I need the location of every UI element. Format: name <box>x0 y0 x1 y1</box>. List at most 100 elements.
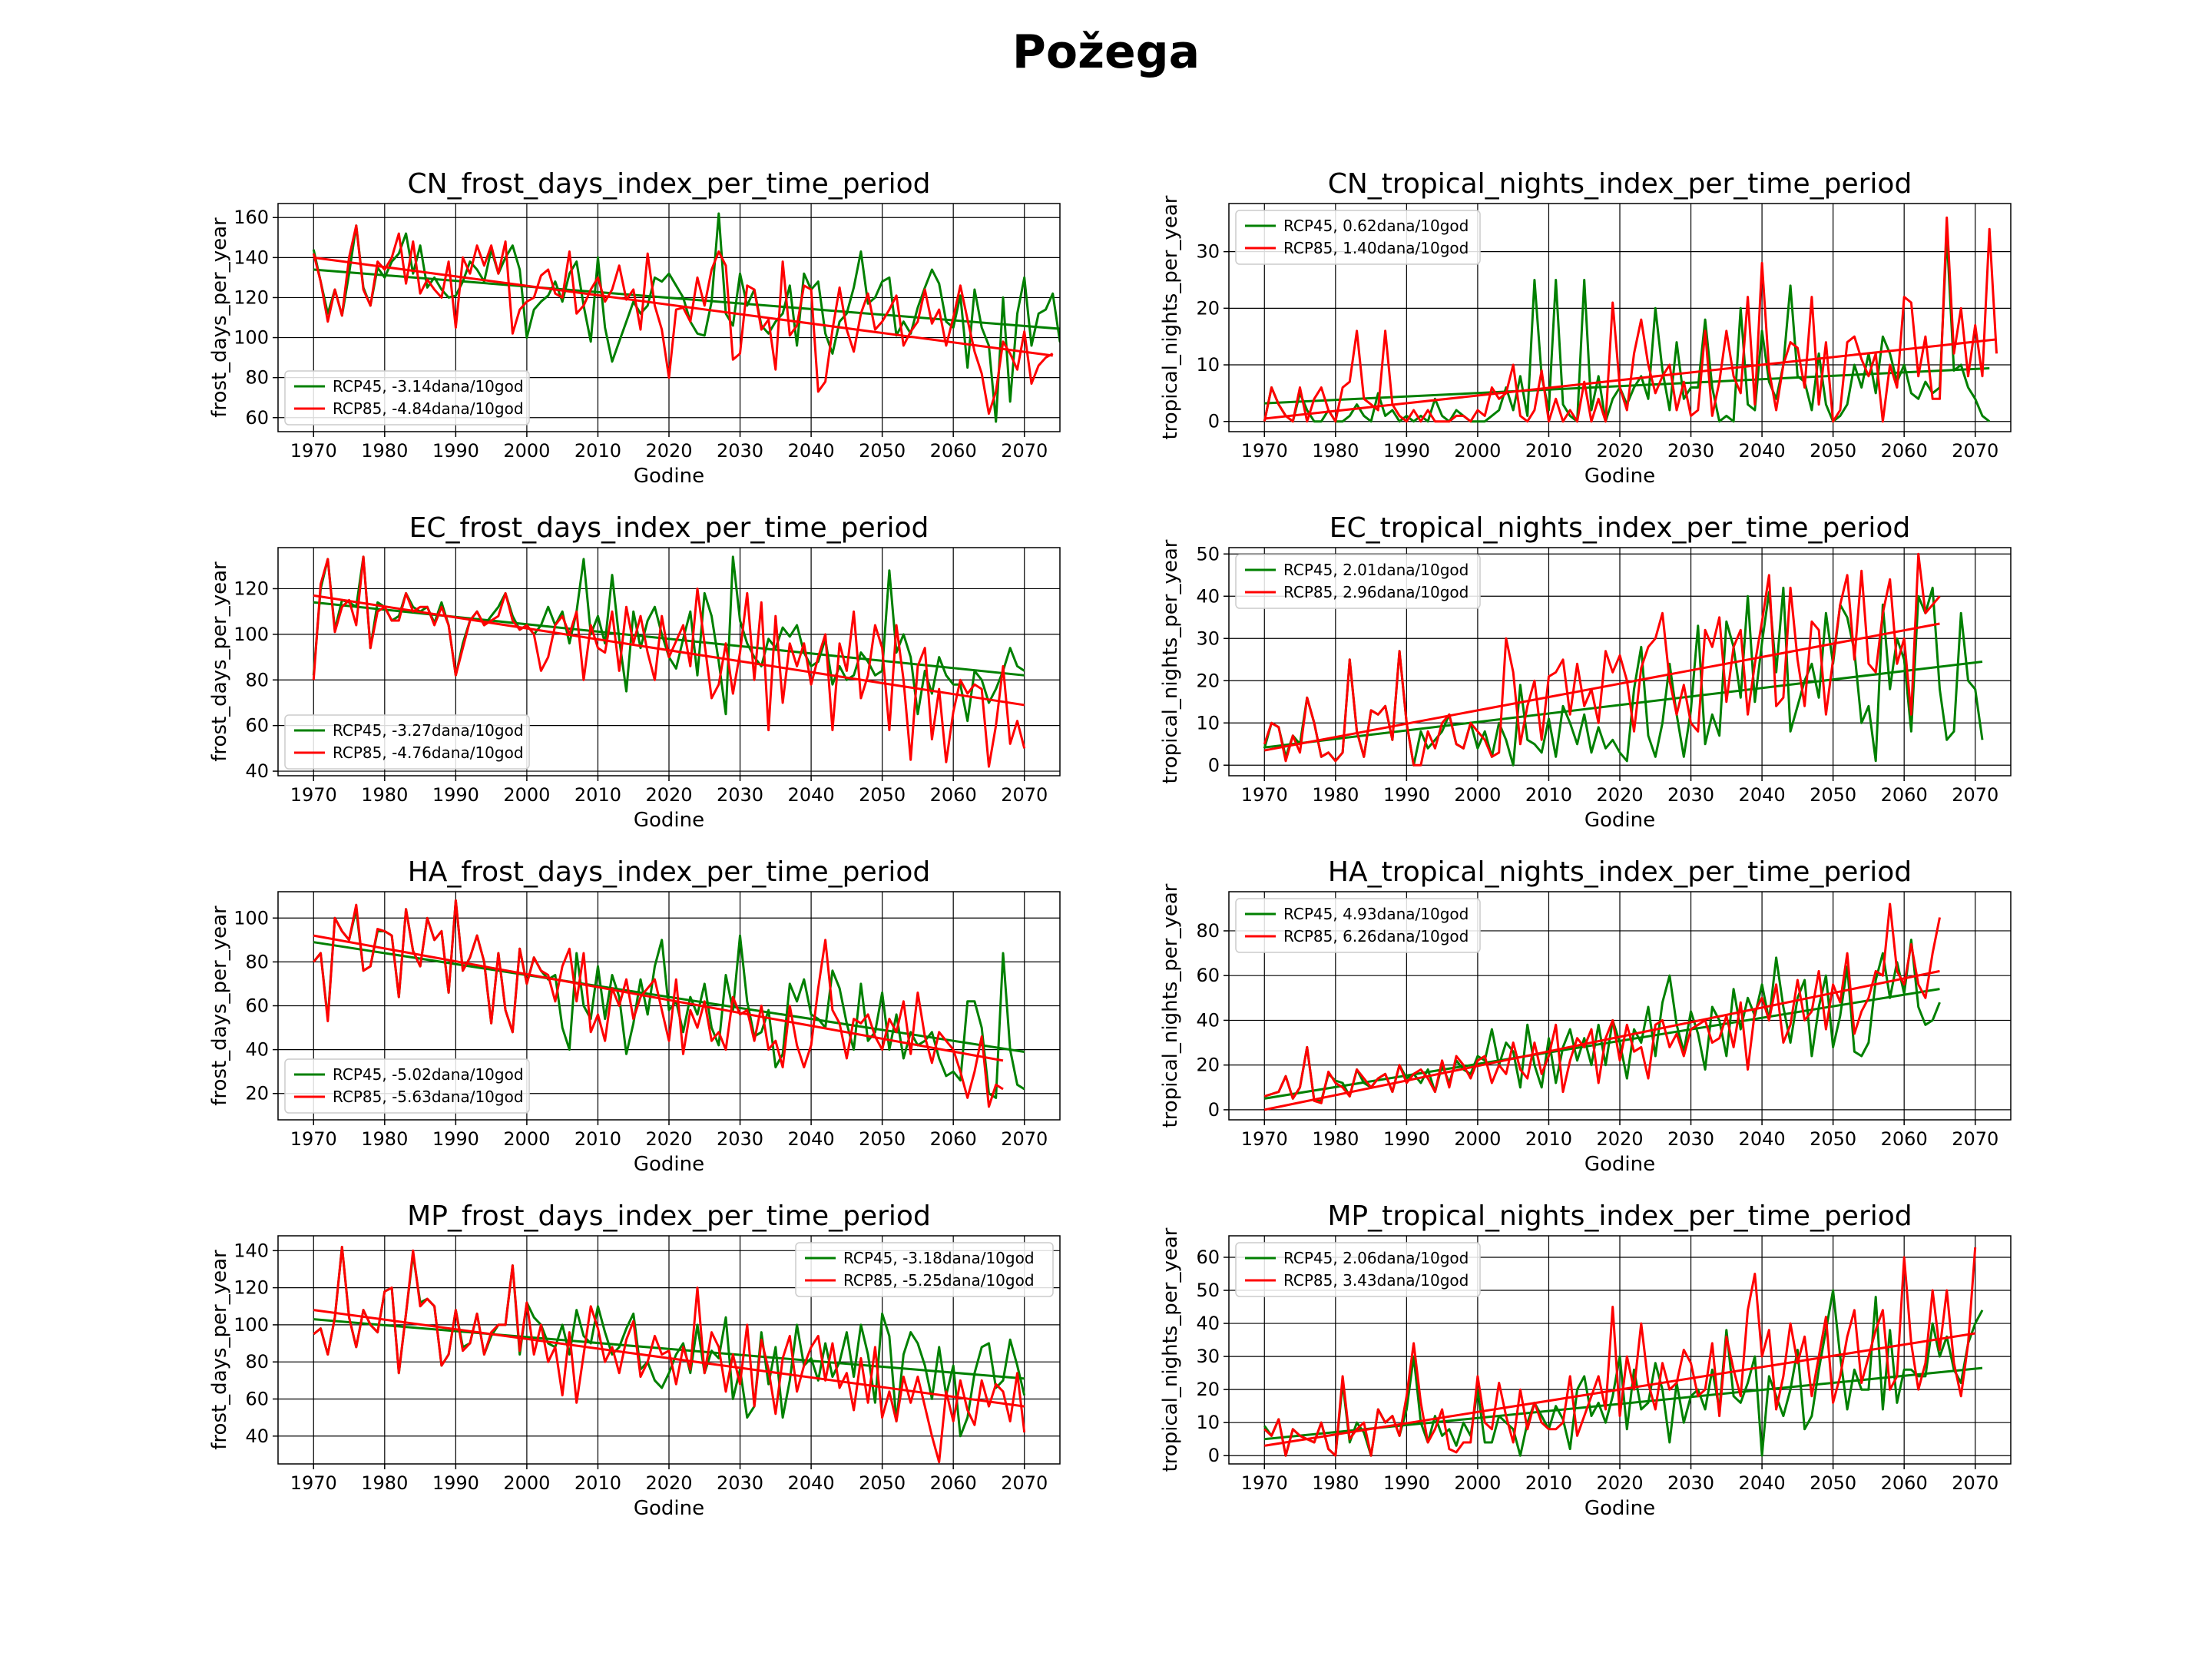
x-tick-label: 2050 <box>1810 784 1856 806</box>
x-tick-label: 1980 <box>1312 1472 1359 1494</box>
y-tick-label: 40 <box>245 1039 269 1061</box>
x-tick-label: 1980 <box>1312 1128 1359 1150</box>
x-tick-label: 2060 <box>930 1472 977 1494</box>
chart-panel: HA_frost_days_index_per_time_period20406… <box>208 856 1061 1176</box>
x-tick-label: 2070 <box>1952 784 1998 806</box>
plot-frame <box>1228 1235 2012 1465</box>
x-tick-label: 2040 <box>788 440 835 462</box>
x-tick-label: 2000 <box>1454 1472 1501 1494</box>
x-tick-label: 2010 <box>575 784 621 806</box>
x-tick-label: 2050 <box>1810 1128 1856 1150</box>
x-tick-label: 2000 <box>503 784 550 806</box>
x-tick-label: 2060 <box>1881 1128 1928 1150</box>
legend-box <box>795 1242 1054 1297</box>
x-axis-label: Godine <box>1584 465 1655 488</box>
chart-title: HA_frost_days_index_per_time_period <box>408 856 931 888</box>
x-tick-label: 1970 <box>290 784 337 806</box>
trend-line <box>1264 338 1997 420</box>
legend-label: RCP85, -4.76dana/10god <box>333 743 524 762</box>
x-tick-label: 2000 <box>503 440 550 462</box>
y-tick-label: 120 <box>233 1277 269 1299</box>
y-axis-label: tropical_nights_per_year <box>1159 1227 1182 1472</box>
trend-line <box>313 594 1025 707</box>
x-tick-label: 2070 <box>1952 1128 1998 1150</box>
legend-label: RCP85, -5.25dana/10god <box>843 1271 1035 1290</box>
x-tick-label: 2070 <box>1001 1472 1048 1494</box>
x-tick-label: 2010 <box>575 440 621 462</box>
x-tick-label: 2050 <box>859 440 906 462</box>
chart-panel: MP_tropical_nights_index_per_time_period… <box>1159 1200 2012 1520</box>
x-tick-label: 1970 <box>1241 1128 1288 1150</box>
x-tick-label: 2040 <box>788 1472 835 1494</box>
x-tick-label: 1970 <box>290 1472 337 1494</box>
plot-frame <box>277 547 1061 777</box>
x-axis-label: Godine <box>1584 1153 1655 1176</box>
x-tick-label: 1990 <box>1383 1472 1430 1494</box>
x-tick-label: 2030 <box>1667 1128 1714 1150</box>
legend-label: RCP45, 2.01dana/10god <box>1283 561 1469 579</box>
x-tick-label: 2020 <box>645 1128 692 1150</box>
x-tick-label: 2050 <box>859 784 906 806</box>
x-tick-label: 2010 <box>1525 440 1572 462</box>
legend-label: RCP45, -3.14dana/10god <box>333 377 524 396</box>
y-tick-label: 30 <box>1196 628 1220 649</box>
legend-box <box>1235 1242 1481 1297</box>
series-line <box>1263 216 1998 423</box>
x-tick-label: 1970 <box>1241 1472 1288 1494</box>
legend-box <box>284 370 530 426</box>
x-tick-label: 1990 <box>432 1472 479 1494</box>
trend-line <box>313 1309 1025 1408</box>
x-tick-label: 1980 <box>361 1472 408 1494</box>
x-tick-label: 2020 <box>645 1472 692 1494</box>
series-line <box>1263 902 1941 1104</box>
plot-frame <box>1228 891 2012 1121</box>
legend-box <box>284 714 530 770</box>
x-axis-label: Godine <box>634 465 704 488</box>
x-tick-label: 2030 <box>717 440 763 462</box>
y-tick-label: 10 <box>1196 1412 1220 1433</box>
plot-frame <box>277 1235 1061 1465</box>
x-tick-label: 2030 <box>717 1128 763 1150</box>
x-tick-label: 2070 <box>1001 1128 1048 1150</box>
plot-frame <box>277 891 1061 1121</box>
legend-box <box>284 1058 530 1114</box>
y-tick-label: 50 <box>1196 1280 1220 1301</box>
x-axis-label: Godine <box>634 1497 704 1520</box>
x-tick-label: 2060 <box>1881 784 1928 806</box>
y-tick-label: 50 <box>1196 543 1220 565</box>
y-axis-label: frost_days_per_year <box>208 217 231 418</box>
y-tick-label: 100 <box>233 624 269 645</box>
y-tick-label: 40 <box>245 1426 269 1447</box>
chart-panel: MP_frost_days_index_per_time_period 40 60 8… <box>208 1200 1061 1520</box>
x-tick-label: 1970 <box>1241 784 1288 806</box>
y-tick-label: 10 <box>1196 712 1220 733</box>
y-tick-label: 20 <box>1196 670 1220 691</box>
x-tick-label: 2010 <box>1525 1472 1572 1494</box>
x-tick-label: 1980 <box>361 784 408 806</box>
x-tick-label: 2010 <box>575 1472 621 1494</box>
y-tick-label: 60 <box>1196 965 1220 986</box>
y-axis-label: frost_days_per_year <box>208 1250 231 1450</box>
y-tick-label: 20 <box>1196 1055 1220 1076</box>
y-tick-label: 40 <box>1196 1313 1220 1334</box>
x-tick-label: 2030 <box>717 1472 763 1494</box>
x-axis-label: Godine <box>634 809 704 832</box>
x-tick-label: 2020 <box>645 440 692 462</box>
y-tick-label: 20 <box>1196 1379 1220 1400</box>
x-tick-label: 2010 <box>575 1128 621 1150</box>
y-tick-label: 60 <box>245 407 269 429</box>
x-axis-label: Godine <box>1584 1497 1655 1520</box>
y-tick-label: 20 <box>1196 297 1220 319</box>
y-tick-label: 40 <box>1196 1009 1220 1031</box>
chart-panel: EC_tropical_nights_index_per_time_period… <box>1159 512 2012 832</box>
y-tick-label: 0 <box>1208 1445 1220 1466</box>
x-tick-label: 1970 <box>290 1128 337 1150</box>
legend: RCP45, -3.14dana/10god RCP85, -4.84dana/1… <box>284 370 530 426</box>
x-tick-label: 2020 <box>1596 784 1643 806</box>
x-tick-label: 2000 <box>1454 1128 1501 1150</box>
x-tick-label: 2040 <box>1739 1472 1786 1494</box>
x-tick-label: 1970 <box>290 440 337 462</box>
y-axis-label: tropical_nights_per_year <box>1159 195 1182 439</box>
y-tick-label: 40 <box>1196 585 1220 607</box>
